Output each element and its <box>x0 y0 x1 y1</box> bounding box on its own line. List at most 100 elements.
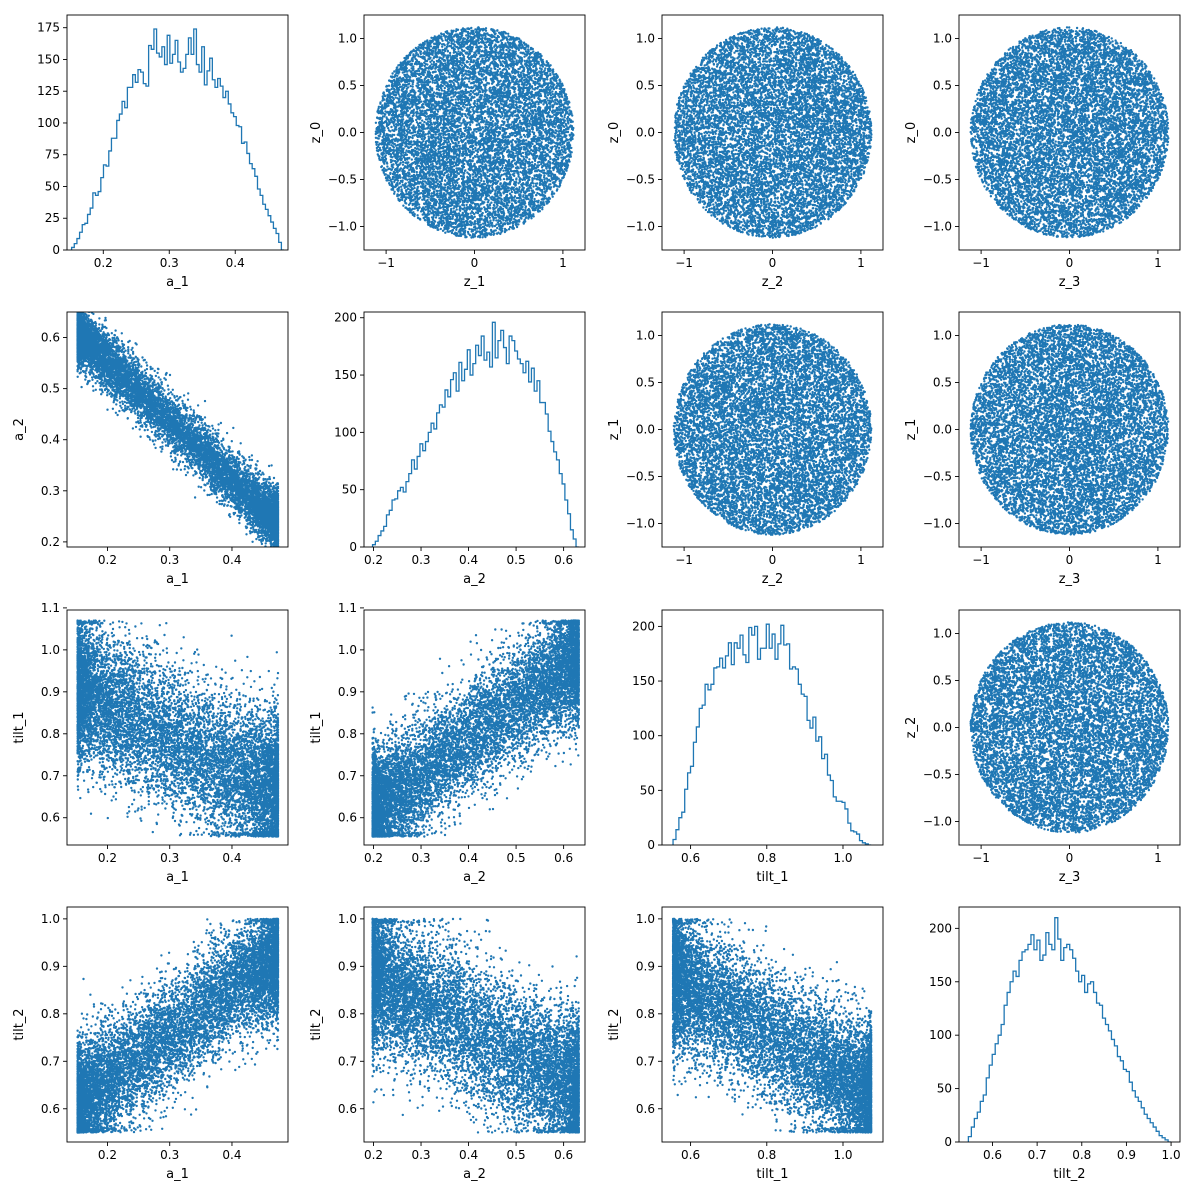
x-axis-label: a_1 <box>166 1167 189 1182</box>
x-tick-label: 0.2 <box>98 851 117 865</box>
y-tick-label: 0.8 <box>41 1007 60 1021</box>
x-axis-label: a_2 <box>463 1167 486 1182</box>
subplot-1-3: −1 0 1 −1.0 −0.5 0.0 0.5 1.0 z_3 z_1 <box>904 311 1181 587</box>
x-tick-label: 0.4 <box>459 553 478 567</box>
x-axis-label: a_1 <box>166 572 189 587</box>
y-axis-label: tilt_1 <box>12 711 27 743</box>
x-tick-label: 0 <box>1066 553 1074 567</box>
histogram-step <box>967 917 1172 1142</box>
plot-area <box>371 917 580 1134</box>
x-tick-label: 0.5 <box>507 1148 526 1162</box>
y-axis-label: a_2 <box>12 418 27 441</box>
y-tick-label: −1.0 <box>626 220 655 234</box>
y-tick-label: 50 <box>45 179 60 193</box>
x-axis-label: tilt_1 <box>756 870 788 885</box>
y-tick-label: 0.5 <box>636 79 655 93</box>
x-tick-label: 0.4 <box>222 851 241 865</box>
plot-area <box>672 623 872 845</box>
y-tick-label: 100 <box>37 116 60 130</box>
x-tick-label: 0.3 <box>411 851 430 865</box>
x-tick-label: −1 <box>972 553 990 567</box>
y-tick-label: 0.7 <box>636 1054 655 1068</box>
x-tick-label: 0.2 <box>364 1148 383 1162</box>
axes-frame <box>363 609 586 846</box>
y-axis-label: tilt_2 <box>607 1008 622 1040</box>
y-tick-label: 1.0 <box>933 627 952 641</box>
x-tick-label: 0.6 <box>983 1148 1002 1162</box>
subplot-2-2: 0.6 0.8 1.0 0 50 100 150 200 tilt_1 <box>632 609 884 885</box>
x-tick-label: −1 <box>675 256 693 270</box>
plot-area <box>70 28 285 250</box>
y-tick-label: 0.4 <box>41 433 60 447</box>
plot-area <box>371 619 580 838</box>
y-tick-label: 50 <box>937 1082 952 1096</box>
y-tick-label: 0.5 <box>41 382 60 396</box>
y-tick-label: 200 <box>334 311 357 325</box>
x-axis-label: z_3 <box>1059 870 1081 885</box>
y-tick-label: 1.1 <box>41 601 60 615</box>
subplot-0-0: 0.2 0.3 0.4 0 25 50 75 100 125 150 175 a_1 <box>37 14 289 290</box>
x-axis-label: a_1 <box>166 870 189 885</box>
y-tick-label: 0.7 <box>41 769 60 783</box>
y-tick-label: −0.5 <box>923 173 952 187</box>
y-axis-label: tilt_2 <box>12 1008 27 1040</box>
scatter-points <box>969 26 1170 239</box>
x-tick-label: 0.6 <box>554 553 573 567</box>
subplot-2-1: 0.2 0.3 0.4 0.5 0.6 0.6 0.7 0.8 0.9 1.0 1.1 a_2 tilt… <box>309 601 586 885</box>
y-tick-label: 0.5 <box>338 79 357 93</box>
x-axis-label: z_3 <box>1059 275 1081 290</box>
x-axis-label: a_1 <box>166 275 189 290</box>
x-tick-label: 0 <box>1066 851 1074 865</box>
y-tick-label: 1.0 <box>41 912 60 926</box>
plot-area <box>76 917 280 1134</box>
y-tick-label: 0.8 <box>338 727 357 741</box>
axes-frame <box>363 311 586 548</box>
x-tick-label: 0.4 <box>222 553 241 567</box>
plot-area <box>967 917 1172 1142</box>
scatter-points <box>76 917 280 1134</box>
y-tick-label: 0.5 <box>636 376 655 390</box>
y-tick-label: 0.8 <box>41 727 60 741</box>
y-tick-label: 0.0 <box>338 126 357 140</box>
y-tick-label: 1.0 <box>933 32 952 46</box>
x-tick-label: 0 <box>769 256 777 270</box>
y-tick-label: 1.0 <box>338 643 357 657</box>
x-tick-label: 0 <box>471 256 479 270</box>
x-tick-label: 0.3 <box>160 1148 179 1162</box>
y-tick-label: −0.5 <box>626 470 655 484</box>
y-tick-label: 0.9 <box>41 685 60 699</box>
axes-frame <box>66 14 289 251</box>
y-tick-label: 0.6 <box>338 1102 357 1116</box>
subplot-1-0: 0.2 0.3 0.4 0.2 0.3 0.4 0.5 0.6 a_1 a_2 <box>12 311 289 587</box>
y-tick-label: 1.1 <box>338 601 357 615</box>
y-tick-label: −0.5 <box>328 173 357 187</box>
x-axis-label: z_1 <box>464 275 486 290</box>
y-axis-label: z_0 <box>607 122 622 144</box>
y-tick-label: 125 <box>37 84 60 98</box>
x-tick-label: 0.6 <box>681 1148 700 1162</box>
x-tick-label: 0.2 <box>98 1148 117 1162</box>
x-tick-label: 1 <box>857 553 865 567</box>
x-tick-label: 1 <box>1154 553 1162 567</box>
y-tick-label: −1.0 <box>923 220 952 234</box>
y-tick-label: 0.0 <box>636 126 655 140</box>
scatter-points <box>673 26 873 239</box>
y-tick-label: 0.5 <box>933 674 952 688</box>
x-tick-label: 0.5 <box>507 553 526 567</box>
axes-frame <box>661 609 884 846</box>
x-tick-label: 1.0 <box>833 851 852 865</box>
subplot-3-2: 0.6 0.8 1.0 0.6 0.7 0.8 0.9 1.0 tilt_1 tilt_2 <box>607 906 884 1182</box>
x-axis-label: tilt_2 <box>1053 1167 1085 1182</box>
histogram-step <box>672 623 872 845</box>
x-tick-label: 0 <box>1066 256 1074 270</box>
y-tick-label: 1.0 <box>636 329 655 343</box>
x-axis-label: z_3 <box>1059 572 1081 587</box>
y-tick-label: 0.7 <box>338 769 357 783</box>
plot-area <box>371 321 579 547</box>
y-tick-label: 1.0 <box>636 32 655 46</box>
x-tick-label: 0.6 <box>554 851 573 865</box>
x-tick-label: 1 <box>857 256 865 270</box>
x-axis-label: z_2 <box>762 572 784 587</box>
subplot-3-1: 0.2 0.3 0.4 0.5 0.6 0.6 0.7 0.8 0.9 1.0 a_2 tilt_2 <box>309 906 586 1182</box>
